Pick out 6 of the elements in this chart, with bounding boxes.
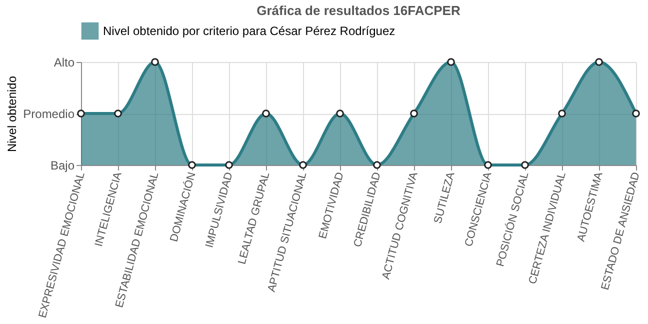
text: Alto xyxy=(54,56,75,70)
y-axis-title: Nivel obtenido xyxy=(5,76,20,152)
legend-label: Nivel obtenido por criterio para César Pérez Rodríguez xyxy=(103,24,396,38)
chart-title: Gráfica de resultados 16FACPER xyxy=(256,3,461,18)
text: Promedio xyxy=(23,107,75,121)
text: Bajo xyxy=(50,158,75,172)
